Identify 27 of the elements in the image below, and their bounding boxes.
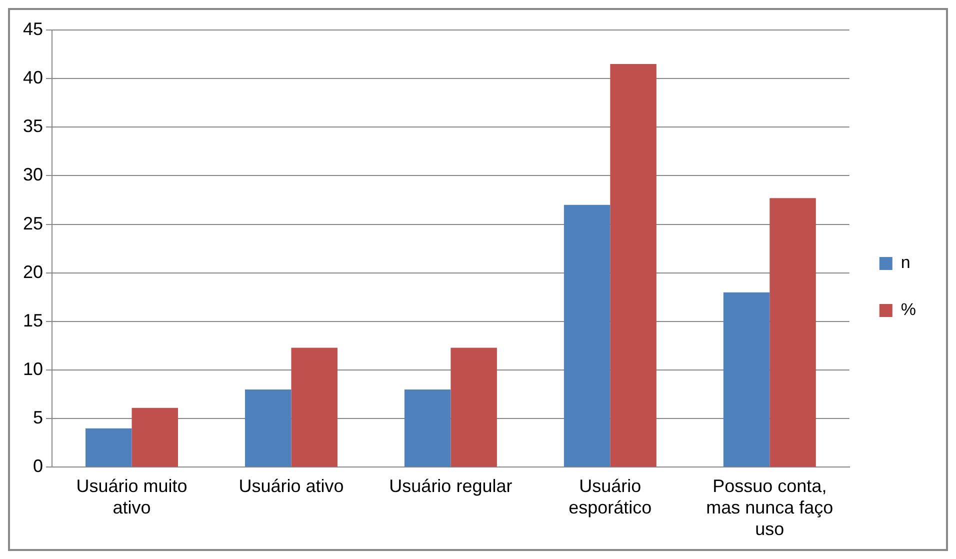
x-tick-label: Usuário muito ativo (76, 476, 188, 518)
x-tick-label: Possuo conta, mas nunca faço uso (706, 476, 834, 540)
legend-label: n (900, 253, 910, 272)
y-tick-label: 20 (22, 262, 44, 282)
y-tick-label: 25 (22, 213, 44, 234)
bar (450, 348, 497, 467)
y-tick-label: 10 (22, 359, 44, 380)
bar (132, 408, 178, 467)
bar (404, 389, 451, 467)
y-tick-label: 5 (33, 408, 44, 428)
bar (291, 348, 338, 467)
legend-label: % (900, 300, 916, 320)
x-tick-label: Usuário esporático (568, 476, 652, 518)
x-tick-label: Usuário regular (389, 476, 512, 496)
bar (86, 428, 132, 467)
bar (244, 389, 292, 467)
y-tick-label: 0 (33, 456, 44, 476)
x-tick-label: Usuário ativo (238, 476, 344, 496)
y-tick-label: 35 (22, 116, 44, 136)
y-tick-label: 15 (22, 310, 44, 330)
bar (770, 198, 816, 467)
y-tick-label: 30 (22, 164, 44, 185)
bar (610, 64, 656, 467)
y-tick-label: 40 (22, 68, 44, 88)
y-tick-label: 45 (22, 18, 44, 39)
bar (723, 292, 770, 467)
bar (564, 204, 610, 467)
